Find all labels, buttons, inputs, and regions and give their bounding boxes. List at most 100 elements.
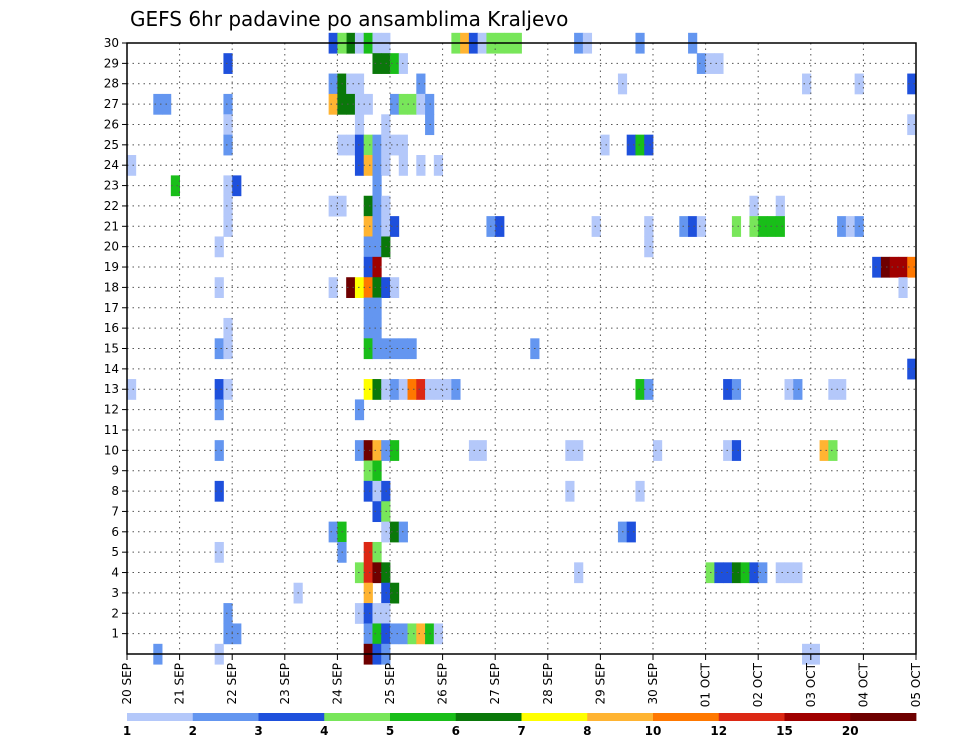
heatmap-cell xyxy=(372,379,382,400)
heatmap-cell xyxy=(390,582,400,604)
heatmap-cell xyxy=(731,440,742,461)
colorbar: 1 2 3 4 5 6 7 8 10 12 15 20 xyxy=(123,713,917,738)
heatmap-cell xyxy=(170,175,180,197)
heatmap-cell xyxy=(845,216,856,237)
heatmap-cell xyxy=(390,379,400,400)
heatmap-cell xyxy=(363,256,373,278)
heatmap-cell xyxy=(354,440,365,461)
heatmap-cell xyxy=(626,134,636,156)
heatmap-cell xyxy=(354,134,365,156)
y-tick-label: 25 xyxy=(104,138,119,152)
heatmap-cell xyxy=(907,256,917,278)
heatmap-cell xyxy=(644,236,654,258)
heatmap-cell xyxy=(363,541,373,563)
colorbar-swatch xyxy=(455,713,522,721)
heatmap-cell xyxy=(372,603,382,624)
heatmap-cell xyxy=(363,562,373,584)
heatmap-cell xyxy=(714,562,724,584)
y-tick-label: 21 xyxy=(104,219,119,233)
heatmap-cell xyxy=(223,195,233,217)
heatmap-cell xyxy=(363,623,373,645)
y-tick-label: 23 xyxy=(104,179,119,193)
chart-title: GEFS 6hr padavine po ansamblima Kraljevo xyxy=(130,7,568,31)
heatmap-cell xyxy=(837,216,847,237)
x-tick-label: 28 SEP xyxy=(541,663,555,705)
heatmap-cell xyxy=(372,256,382,278)
y-tick-label: 14 xyxy=(104,362,119,376)
heatmap-cell xyxy=(653,440,663,461)
heatmap-cell xyxy=(363,195,373,217)
heatmap-cell xyxy=(416,623,426,645)
heatmap-cell xyxy=(223,317,233,339)
heatmap-cell xyxy=(907,114,917,136)
heatmap-cell xyxy=(907,73,917,95)
heatmap-cell xyxy=(372,134,382,156)
heatmap-cell xyxy=(390,93,400,115)
heatmap-cell xyxy=(644,134,654,156)
heatmap-cell xyxy=(731,379,742,400)
heatmap-cell xyxy=(372,623,382,645)
heatmap-cell xyxy=(416,155,426,176)
heatmap-cell xyxy=(363,134,373,156)
heatmap-cell xyxy=(223,623,233,645)
heatmap-cell xyxy=(416,379,426,400)
colorbar-swatch xyxy=(587,713,654,721)
heatmap-cell xyxy=(626,521,636,543)
x-tick-label: 27 SEP xyxy=(488,663,502,705)
heatmap-cell xyxy=(363,440,373,461)
heatmap-cell xyxy=(354,277,365,298)
heatmap-cell xyxy=(354,73,365,95)
y-tick-label: 27 xyxy=(104,97,119,111)
heatmap-cell xyxy=(363,216,373,237)
heatmap-cell xyxy=(775,562,785,584)
colorbar-swatch xyxy=(127,713,194,721)
heatmap-cell xyxy=(363,480,373,502)
y-tick-label: 18 xyxy=(104,280,119,294)
y-tick-label: 11 xyxy=(104,423,119,437)
heatmap-cell xyxy=(591,216,601,237)
heatmap-cell xyxy=(390,338,400,360)
colorbar-swatch xyxy=(718,713,785,721)
heatmap-cell xyxy=(372,317,382,339)
heatmap-cell xyxy=(214,277,224,298)
heatmap-cell xyxy=(372,297,382,319)
heatmap-cell xyxy=(223,175,233,197)
x-tick-label: 23 SEP xyxy=(278,663,292,705)
y-tick-label: 7 xyxy=(111,504,119,518)
heatmap-cell xyxy=(346,73,356,95)
y-tick-label: 30 xyxy=(104,36,119,50)
heatmap-cell xyxy=(872,256,882,278)
heatmap-cell xyxy=(714,53,724,74)
colorbar-label: 3 xyxy=(254,724,262,738)
heatmap-cell xyxy=(372,541,382,563)
heatmap-cell xyxy=(232,623,242,645)
y-tick-label: 8 xyxy=(111,484,119,498)
heatmap-cell xyxy=(363,460,373,482)
heatmap-cell xyxy=(635,134,645,156)
heatmap-cell xyxy=(223,114,233,136)
y-tick-label: 15 xyxy=(104,342,119,356)
heatmap-cell xyxy=(793,562,803,584)
colorbar-label: 10 xyxy=(645,724,662,738)
colorbar-label: 8 xyxy=(583,724,591,738)
heatmap-cell xyxy=(731,562,742,584)
heatmap-cell xyxy=(390,277,400,298)
colorbar-label: 2 xyxy=(189,724,197,738)
heatmap-cell xyxy=(635,480,645,502)
heatmap-cell xyxy=(775,216,785,237)
heatmap-cell xyxy=(600,134,610,156)
x-tick-label: 20 SEP xyxy=(120,663,134,705)
y-tick-label: 1 xyxy=(111,627,119,641)
heatmap-cell xyxy=(346,93,356,115)
heatmap-cell xyxy=(214,541,224,563)
heatmap-cell xyxy=(354,114,365,136)
heatmap-cell xyxy=(372,175,382,197)
y-tick-label: 12 xyxy=(104,403,119,417)
y-tick-label: 6 xyxy=(111,525,119,539)
heatmap-cell xyxy=(416,73,426,95)
heatmap-cell xyxy=(390,216,400,237)
heatmap-cell xyxy=(328,93,338,115)
heatmap-cell xyxy=(363,317,373,339)
heatmap-cell xyxy=(731,216,742,237)
y-tick-label: 5 xyxy=(111,545,119,559)
